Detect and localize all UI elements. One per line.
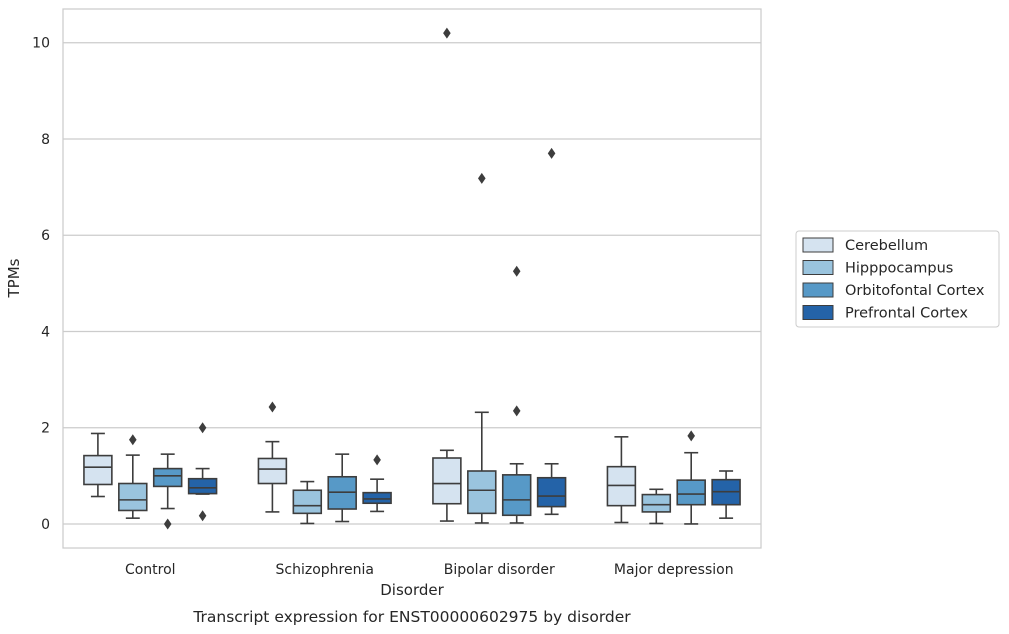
outlier-point xyxy=(198,510,207,522)
box xyxy=(292,489,323,515)
legend: Cerebellum Hipppocampus Orbitofontal Corte… xyxy=(795,230,1000,328)
box-hipppocampus xyxy=(467,172,497,524)
outlier-point xyxy=(512,405,521,417)
y-tick-label: 4 xyxy=(41,324,50,340)
gridlines xyxy=(63,42,761,525)
legend-label: Cerebellum xyxy=(845,238,928,254)
box xyxy=(641,493,672,513)
outlier-point xyxy=(163,518,172,530)
box xyxy=(362,491,392,505)
box-cerebellum xyxy=(432,27,462,522)
box xyxy=(83,454,113,486)
legend-label: Orbitofontal Cortex xyxy=(845,283,985,299)
box xyxy=(432,457,462,505)
x-tick-label: Bipolar disorder xyxy=(444,562,555,578)
outlier-point xyxy=(198,422,207,434)
box xyxy=(501,474,532,517)
outlier-point xyxy=(268,401,277,413)
outlier-point xyxy=(512,265,521,277)
box-hipppocampus xyxy=(118,434,148,519)
box-orbitofontal-cortex xyxy=(676,430,706,525)
box xyxy=(536,476,567,508)
box-orbitofontal-cortex xyxy=(501,265,532,524)
box xyxy=(152,467,183,488)
box-cerebellum xyxy=(606,436,637,524)
legend-swatch xyxy=(802,237,834,253)
legend-swatch xyxy=(802,305,834,320)
y-tick-label: 2 xyxy=(41,421,50,437)
box-plot-series xyxy=(83,27,741,530)
box xyxy=(257,457,288,485)
legend-label: Hipppocampus xyxy=(845,261,953,277)
box-orbitofontal-cortex xyxy=(327,453,357,523)
box-cerebellum xyxy=(83,432,113,498)
x-tick-label: Major depression xyxy=(614,562,734,578)
box-prefrontal-cortex xyxy=(536,147,567,516)
y-tick-label: 8 xyxy=(41,132,50,148)
outlier-point xyxy=(129,434,137,446)
y-tick-label: 0 xyxy=(41,517,50,533)
box-hipppocampus xyxy=(641,488,672,525)
box-prefrontal-cortex xyxy=(711,470,741,519)
x-tick-labels: Control Schizophrenia Bipolar disorder Majo… xyxy=(125,562,734,578)
outlier-point xyxy=(478,172,486,184)
legend-swatch xyxy=(802,282,834,298)
y-tick-labels: 0 2 4 6 8 10 xyxy=(32,36,50,533)
x-tick-label: Control xyxy=(125,562,176,578)
outlier-point xyxy=(687,430,695,442)
outlier-point xyxy=(443,27,451,39)
legend-frame xyxy=(795,230,1000,328)
legend-label: Prefrontal Cortex xyxy=(845,306,968,322)
box xyxy=(118,482,148,512)
x-tick-label: Schizophrenia xyxy=(276,562,374,578)
box-cerebellum xyxy=(257,401,288,513)
box-orbitofontal-cortex xyxy=(152,453,183,530)
x-axis-label: Disorder xyxy=(380,581,444,599)
outlier-point xyxy=(373,454,381,466)
legend-swatch xyxy=(802,260,834,275)
y-axis-label: TPMs xyxy=(5,258,23,298)
y-tick-label: 10 xyxy=(32,36,50,52)
box-hipppocampus xyxy=(292,480,323,525)
outlier-point xyxy=(547,147,556,159)
y-tick-label: 6 xyxy=(41,228,50,244)
box xyxy=(676,479,706,506)
box xyxy=(187,477,218,495)
plot-frame xyxy=(62,8,762,549)
box xyxy=(467,470,497,515)
box-prefrontal-cortex xyxy=(362,454,392,513)
chart-caption: Transcript expression for ENST0000060297… xyxy=(192,608,631,626)
box-prefrontal-cortex xyxy=(187,422,218,522)
